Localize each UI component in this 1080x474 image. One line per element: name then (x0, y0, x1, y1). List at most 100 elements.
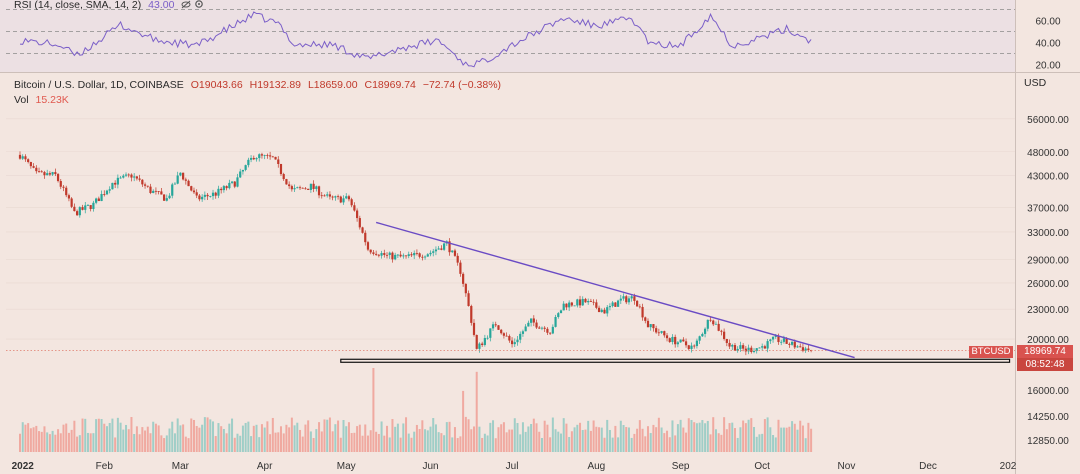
candle-body (95, 198, 98, 203)
candle-body (108, 189, 111, 191)
rsi-pane[interactable] (0, 0, 1015, 72)
candle-body (176, 175, 179, 184)
price-tick-label: 43000.00 (1027, 171, 1069, 182)
settings-icon[interactable] (194, 0, 204, 9)
volume-bar (307, 420, 310, 452)
candle-body (630, 296, 633, 299)
candle-body (595, 302, 598, 308)
candle-body (230, 181, 234, 183)
volume-bar (380, 421, 383, 452)
candle-body (790, 341, 794, 345)
candle-body (807, 348, 810, 351)
candle-body (154, 190, 158, 192)
candle-body (249, 157, 253, 160)
candle-body (190, 186, 193, 191)
candle-body (415, 252, 419, 254)
eye-off-icon[interactable] (181, 0, 191, 9)
volume-bar (739, 427, 742, 452)
volume-bar (598, 427, 601, 452)
volume-bar (163, 438, 166, 452)
x-tick-label: Jul (506, 461, 519, 472)
volume-bar (309, 431, 312, 452)
volume-bar (712, 417, 715, 452)
volume-bar (606, 419, 609, 452)
candle-body (777, 335, 780, 343)
candle-body (709, 319, 712, 321)
volume-bar (532, 418, 535, 452)
candle-body (636, 300, 639, 307)
volume-bar (434, 424, 437, 452)
candle-body (323, 195, 326, 197)
rsi-legend-value: 43.00 (148, 0, 175, 11)
candle-body (426, 254, 429, 257)
volume-bar (766, 417, 769, 452)
volume-bar (489, 422, 492, 452)
volume-bar (736, 437, 739, 452)
candle-body (752, 350, 756, 352)
main-legend[interactable]: Bitcoin / U.S. Dollar, 1D, COINBASE O190… (14, 79, 505, 91)
candle-body (652, 324, 655, 329)
candle-body (464, 283, 467, 294)
volume-bar (521, 422, 524, 452)
candle-body (500, 329, 503, 334)
volume-bar (622, 425, 625, 452)
candle-body (614, 302, 617, 307)
candle-body (263, 155, 266, 156)
candle-body (40, 171, 43, 173)
volume-bar (201, 424, 204, 452)
volume-bar (73, 420, 76, 452)
pane-divider[interactable] (0, 72, 1080, 73)
volume-bar (29, 428, 32, 452)
volume-bar (421, 420, 424, 452)
candle-body (472, 322, 476, 335)
volume-legend[interactable]: Vol 15.23K (14, 94, 73, 106)
candle-body (739, 345, 742, 349)
candle-body (143, 184, 147, 186)
volume-bar (660, 427, 663, 452)
candle-body (105, 190, 109, 195)
candle-body (451, 250, 454, 253)
candle-body (728, 342, 731, 347)
volume-bar (473, 426, 476, 452)
volume-bar (627, 427, 630, 452)
candle-body (236, 177, 239, 187)
volume-bar (603, 437, 606, 452)
symbol-description: Bitcoin / U.S. Dollar, 1D, COINBASE (14, 79, 184, 91)
descending-trendline (375, 221, 855, 359)
volume-bar (57, 429, 60, 452)
volume-bar (791, 421, 794, 452)
volume-bar (331, 431, 334, 452)
rsi-legend[interactable]: RSI (14, close, SMA, 14, 2) 43.00 (14, 0, 204, 11)
candle-body (434, 249, 438, 252)
volume-bar (269, 434, 272, 452)
candle-body (135, 176, 138, 179)
volume-bar (266, 421, 269, 452)
rsi-line (19, 11, 812, 68)
volume-bar (701, 420, 704, 452)
candle-body (334, 196, 337, 198)
candle-body (407, 254, 410, 257)
candle-body (92, 202, 95, 210)
volume-bar (100, 419, 103, 452)
candle-body (396, 254, 399, 256)
volume-bar (519, 434, 522, 452)
volume-bar (676, 424, 679, 452)
volume-bar (405, 417, 408, 452)
volume-bar (345, 426, 348, 452)
x-tick-label: Oct (754, 461, 770, 472)
volume-bar (386, 425, 389, 452)
volume-bar (785, 427, 788, 452)
price-tick-label: 26000.00 (1027, 279, 1069, 290)
candle-body (491, 324, 495, 329)
last-price-tag: 18969.74 (1017, 345, 1073, 358)
volume-bar (508, 429, 511, 452)
grid (6, 118, 1015, 340)
volume-bar (516, 423, 519, 452)
candle-body (198, 195, 201, 200)
candle-body (56, 174, 60, 182)
candle-body (695, 340, 699, 347)
candle-body (375, 253, 378, 255)
candle-body (633, 296, 636, 301)
volume-bar (524, 431, 527, 452)
